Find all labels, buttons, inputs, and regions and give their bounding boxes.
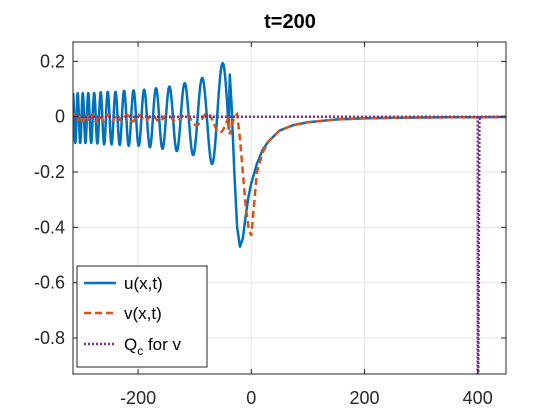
y-tick-label: -0.2 [34, 162, 65, 182]
y-tick-label: 0.2 [40, 51, 65, 71]
y-tick-label: -0.6 [34, 273, 65, 293]
chart-title: t=200 [264, 11, 316, 33]
series-qc-line [73, 115, 506, 374]
legend-label-v: v(x,t) [124, 304, 162, 323]
axis-ticks: -200 0 200 400 0.2 0 -0.2 -0.4 -0.6 -0.8 [34, 42, 506, 408]
y-tick-label: -0.8 [34, 328, 65, 348]
series-layer [73, 61, 506, 374]
y-tick-label: -0.4 [34, 217, 65, 237]
x-tick-label: 400 [463, 388, 493, 408]
legend-label-u: u(x,t) [124, 274, 163, 293]
series-v-line [73, 111, 506, 237]
x-tick-label: 0 [246, 388, 256, 408]
x-tick-label: 200 [349, 388, 379, 408]
legend: u(x,t) v(x,t) Qc for v [76, 265, 208, 368]
series-u-line [73, 61, 506, 248]
y-tick-label: 0 [55, 107, 65, 127]
plot-frame [72, 41, 507, 375]
x-tick-label: -200 [120, 388, 156, 408]
legend-label-qc: Qc for v [124, 335, 182, 358]
